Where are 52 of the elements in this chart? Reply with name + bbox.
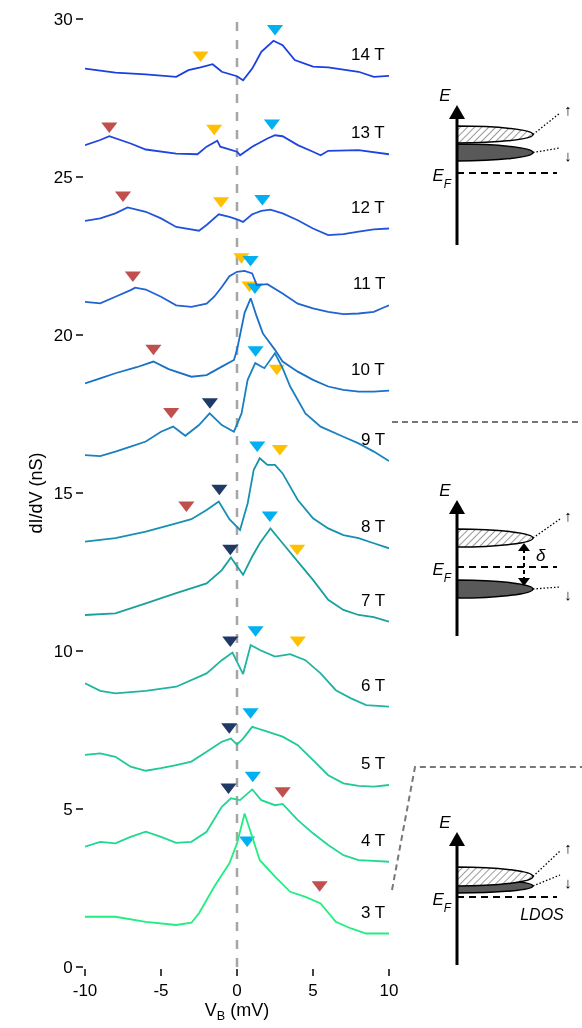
line-series — [85, 725, 389, 788]
series-label: 8 T — [361, 517, 386, 536]
y-tick-label: 5 — [63, 799, 73, 819]
point — [244, 771, 261, 783]
point — [192, 51, 209, 63]
x-tick-label: -10 — [72, 981, 98, 1001]
y-tick-label: 15 — [53, 483, 73, 503]
line-series — [85, 352, 389, 462]
line-series — [85, 812, 389, 935]
point — [242, 255, 259, 267]
line-series — [85, 457, 389, 550]
point — [178, 501, 195, 513]
line-series — [85, 644, 389, 708]
series-label: 3 T — [361, 903, 386, 922]
y-tick-label: 20 — [53, 325, 73, 345]
series-label: 5 T — [361, 754, 386, 773]
series-label: 4 T — [361, 831, 386, 850]
point — [271, 444, 288, 456]
x-tick-label: -5 — [153, 981, 169, 1001]
x-tick-label: 0 — [232, 981, 242, 1001]
point — [145, 344, 162, 356]
point — [211, 484, 228, 496]
y-tick-label: 10 — [53, 641, 73, 661]
y-axis-title: dI/dV (nS) — [26, 452, 47, 534]
line-series — [85, 39, 389, 82]
series-label: 10 T — [351, 360, 385, 379]
series-label: 13 T — [351, 123, 385, 142]
point — [101, 122, 118, 134]
point — [206, 124, 223, 136]
point — [222, 544, 239, 556]
point — [163, 407, 180, 419]
y-tick-label: 0 — [63, 957, 73, 977]
x-axis-title: V$_{B}$ (mV) — [204, 1000, 270, 1024]
series-label: 6 T — [361, 676, 386, 695]
point — [261, 511, 278, 523]
line-series — [85, 269, 389, 316]
series-label: 7 T — [361, 591, 386, 610]
series-label: 14 T — [351, 45, 385, 64]
energy-diagram: E E$_{F}$ ↑ ↓ LDOS — [432, 813, 572, 965]
y-tick-label: 25 — [53, 167, 73, 187]
series-label: 9 T — [361, 430, 386, 449]
series-label: 12 T — [351, 198, 385, 217]
point — [254, 194, 271, 206]
x-tick-label: 10 — [379, 981, 399, 1001]
line-series — [85, 788, 389, 863]
energy-diagram: E E$_{F}$ ↑ ↓ — [432, 86, 572, 245]
energy-diagram: δ E E$_{F}$ ↑ ↓ — [432, 481, 572, 636]
x-tick-label: 5 — [308, 981, 318, 1001]
y-tick-label: 30 — [53, 9, 73, 29]
point — [289, 544, 306, 556]
series-label: 11 T — [353, 274, 386, 293]
line-series — [85, 297, 389, 393]
